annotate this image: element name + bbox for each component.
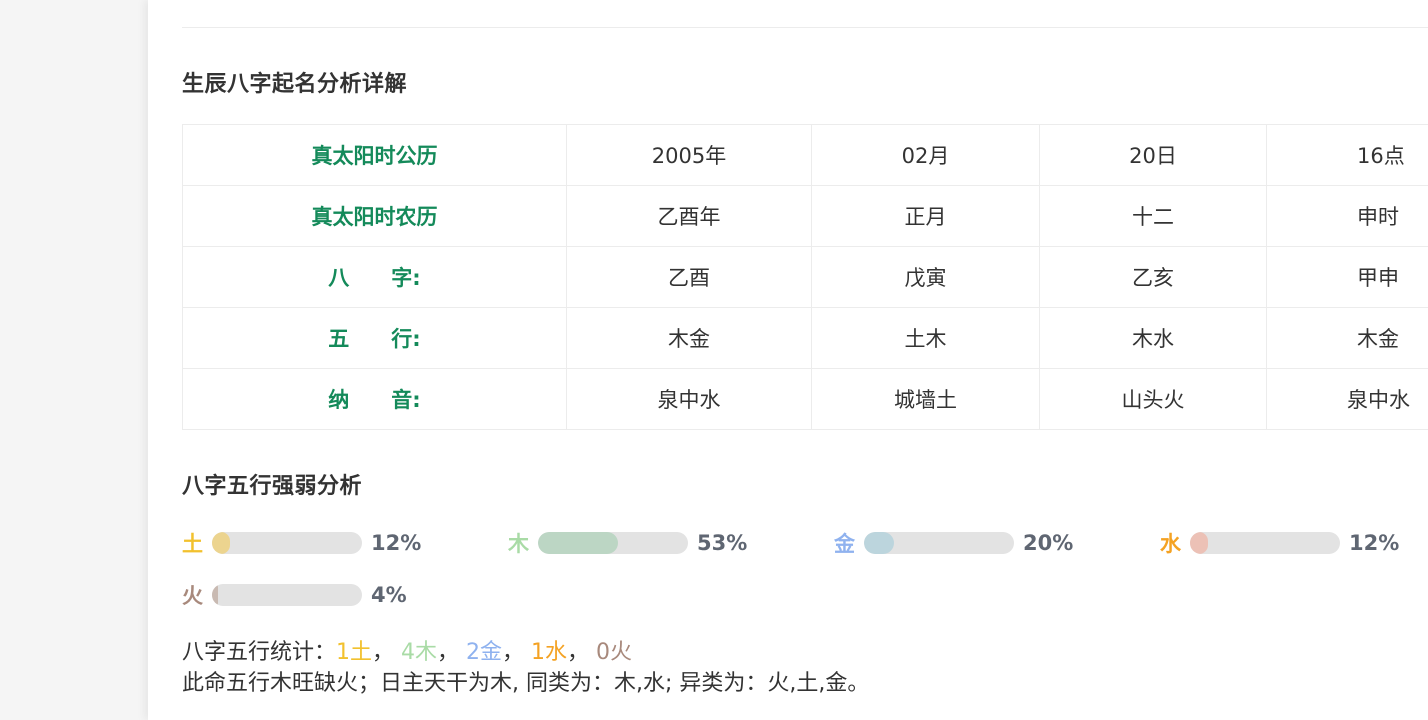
- stat-shui: 1水: [531, 640, 568, 665]
- table-row-wuxing: 五 行: 木金 土木 木水 木金: [182, 307, 1428, 369]
- strength-item-huo: 火 4%: [182, 581, 407, 609]
- strength-bar-fill: [212, 584, 218, 606]
- stat-separator: ，: [502, 640, 532, 665]
- row-label: 八 字:: [182, 246, 567, 308]
- table-cell: 城墙土: [811, 368, 1040, 430]
- table-row-lunar: 真太阳时农历 乙酉年 正月 十二 申时: [182, 185, 1428, 247]
- table-cell: 山头火: [1039, 368, 1267, 430]
- table-cell: 正月: [811, 185, 1040, 247]
- wuxing-stats-line: 八字五行统计：1土， 4木， 2金， 1水， 0火: [182, 634, 632, 666]
- strength-percent: 12%: [1349, 531, 1400, 555]
- table-cell: 申时: [1266, 185, 1428, 247]
- table-cell: 甲申: [1266, 246, 1428, 308]
- strength-item-tu: 土 12%: [182, 529, 421, 557]
- strength-bar-fill: [1190, 532, 1208, 554]
- row-label: 真太阳时农历: [182, 185, 567, 247]
- strength-bar-track: [212, 532, 362, 554]
- table-cell: 土木: [811, 307, 1040, 369]
- element-label: 木: [508, 532, 529, 556]
- analysis-card: 生辰八字起名分析详解 真太阳时公历 2005年 02月 20日 16点 真太阳时…: [148, 0, 1428, 720]
- section-title-bazi-analysis: 生辰八字起名分析详解: [182, 72, 408, 97]
- strength-bar-fill: [538, 532, 618, 554]
- strength-item-shui: 水 12%: [1160, 529, 1399, 557]
- strength-bar-fill: [864, 532, 894, 554]
- strength-percent: 4%: [371, 583, 407, 607]
- section-title-wuxing-strength: 八字五行强弱分析: [182, 474, 363, 499]
- stat-huo: 0火: [596, 640, 633, 665]
- element-label: 水: [1160, 532, 1181, 556]
- strength-percent: 20%: [1023, 531, 1074, 555]
- table-cell: 16点: [1266, 124, 1428, 186]
- strength-bar-track: [864, 532, 1014, 554]
- strength-percent: 12%: [371, 531, 422, 555]
- table-cell: 乙亥: [1039, 246, 1267, 308]
- table-cell: 02月: [811, 124, 1040, 186]
- stat-separator: ，: [372, 640, 402, 665]
- table-cell: 乙酉: [566, 246, 812, 308]
- top-divider: [182, 27, 1428, 28]
- row-label: 纳 音:: [182, 368, 567, 430]
- strength-bar-track: [538, 532, 688, 554]
- strength-item-mu: 木 53%: [508, 529, 747, 557]
- element-label: 土: [182, 532, 203, 556]
- stat-separator: ，: [437, 640, 467, 665]
- table-cell: 泉中水: [1266, 368, 1428, 430]
- table-cell: 20日: [1039, 124, 1267, 186]
- element-label: 金: [834, 532, 855, 556]
- strength-bar-fill: [212, 532, 230, 554]
- table-row-bazi: 八 字: 乙酉 戊寅 乙亥 甲申: [182, 246, 1428, 308]
- stat-separator: ，: [567, 640, 597, 665]
- wuxing-summary: 此命五行木旺缺火；日主天干为木, 同类为：木,水; 异类为：火,土,金。: [182, 671, 870, 696]
- strength-item-jin: 金 20%: [834, 529, 1073, 557]
- table-row-solar: 真太阳时公历 2005年 02月 20日 16点: [182, 124, 1428, 186]
- row-label: 五 行:: [182, 307, 567, 369]
- table-cell: 泉中水: [566, 368, 812, 430]
- table-row-nayin: 纳 音: 泉中水 城墙土 山头火 泉中水: [182, 368, 1428, 430]
- stats-prefix: 八字五行统计：: [182, 640, 337, 665]
- stat-jin: 2金: [466, 640, 503, 665]
- strength-percent: 53%: [697, 531, 748, 555]
- table-cell: 乙酉年: [566, 185, 812, 247]
- element-label: 火: [182, 584, 203, 608]
- strength-bar-track: [1190, 532, 1340, 554]
- stat-mu: 4木: [401, 640, 438, 665]
- table-cell: 木金: [566, 307, 812, 369]
- bazi-table: 真太阳时公历 2005年 02月 20日 16点 真太阳时农历 乙酉年 正月 十…: [182, 124, 1428, 430]
- table-cell: 2005年: [566, 124, 812, 186]
- table-cell: 戊寅: [811, 246, 1040, 308]
- strength-bar-track: [212, 584, 362, 606]
- stat-tu: 1土: [336, 640, 373, 665]
- row-label: 真太阳时公历: [182, 124, 567, 186]
- table-cell: 十二: [1039, 185, 1267, 247]
- table-cell: 木金: [1266, 307, 1428, 369]
- table-cell: 木水: [1039, 307, 1267, 369]
